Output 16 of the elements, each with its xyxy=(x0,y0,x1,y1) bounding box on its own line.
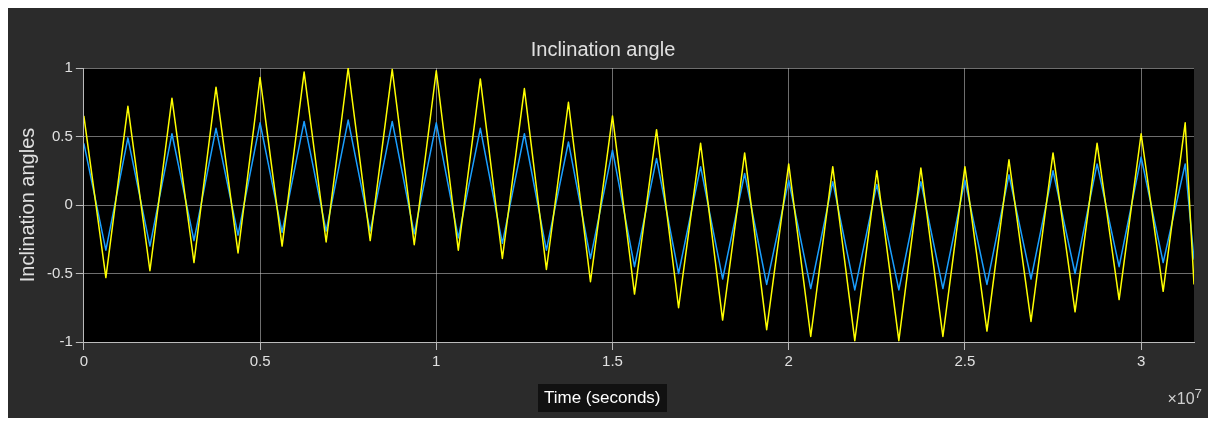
x-tick-label: 0 xyxy=(79,352,89,370)
x-axis-title: Time (seconds) xyxy=(538,384,667,412)
x-tick-label: 1 xyxy=(432,352,441,370)
y-tick-label: -1 xyxy=(59,332,73,350)
x-tick-label: 1.5 xyxy=(602,352,623,370)
x-tick-label: 2.5 xyxy=(954,352,976,370)
text: ×10$^{7}$ xyxy=(1167,386,1202,409)
x-tick-label: 2 xyxy=(784,352,793,370)
x-tick-label: 0.5 xyxy=(249,352,271,370)
y-tick-label: -0.5 xyxy=(46,263,73,281)
y-tick-label: 1 xyxy=(64,58,73,76)
x-tick-label: 3 xyxy=(1136,352,1146,370)
y-tick-label: 0 xyxy=(64,195,73,213)
y-tick-label: 0.5 xyxy=(51,126,73,144)
chart-title: Inclination angle xyxy=(530,37,676,60)
y-axis-title: Inclination angles xyxy=(15,127,38,283)
